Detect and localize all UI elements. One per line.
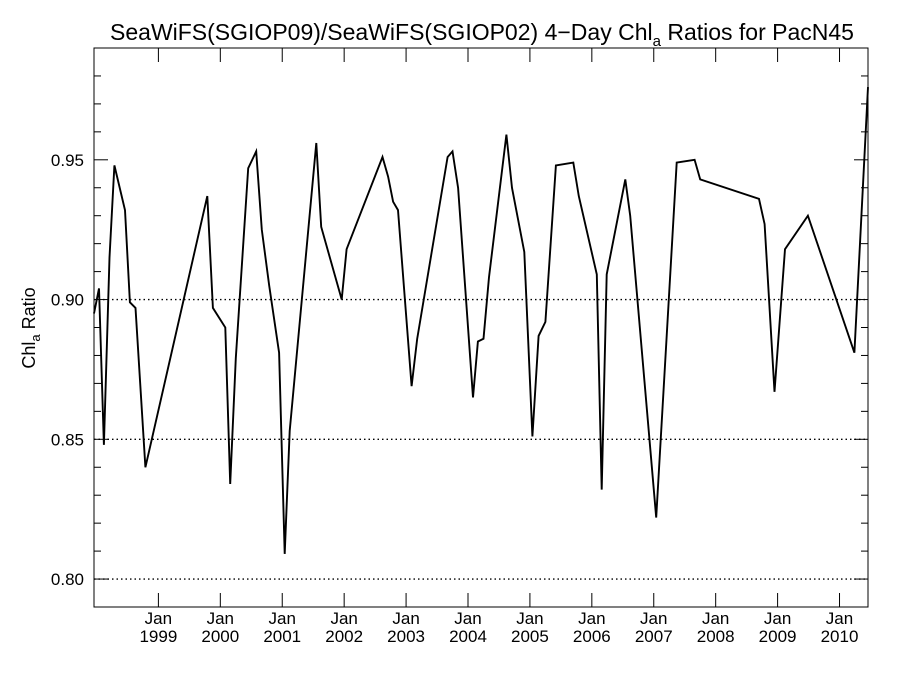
- gridlines: [94, 298, 868, 580]
- x-tick-year-label: 2009: [759, 627, 797, 646]
- chart-title: SeaWiFS(SGIOP09)/SeaWiFS(SGIOP02) 4−Day …: [110, 19, 854, 50]
- y-axis-label: Chla Ratio: [19, 287, 43, 368]
- y-tick-label: 0.90: [51, 291, 84, 310]
- series-line: [93, 87, 869, 554]
- x-tick-year-label: 2001: [263, 627, 301, 646]
- x-tick-month-label: Jan: [578, 609, 605, 628]
- x-tick-month-label: Jan: [640, 609, 667, 628]
- x-tick-labels: Jan1999Jan2000Jan2001Jan2002Jan2003Jan20…: [139, 609, 858, 646]
- x-tick-year-label: 2008: [697, 627, 735, 646]
- x-tick-month-label: Jan: [516, 609, 543, 628]
- x-tick-year-label: 1999: [139, 627, 177, 646]
- x-tick-year-label: 2005: [511, 627, 549, 646]
- x-tick-year-label: 2007: [635, 627, 673, 646]
- x-tick-month-label: Jan: [764, 609, 791, 628]
- x-tick-year-label: 2003: [387, 627, 425, 646]
- x-tick-year-label: 2004: [449, 627, 487, 646]
- x-tick-month-label: Jan: [392, 609, 419, 628]
- x-tick-year-label: 2006: [573, 627, 611, 646]
- y-tick-label: 0.85: [51, 430, 84, 449]
- y-tick-labels: 0.80 0.85 0.90 0.95: [51, 151, 84, 589]
- y-tick-label: 0.95: [51, 151, 84, 170]
- chart-title-tail: Ratios for PacN45: [661, 19, 854, 45]
- x-tick-month-label: Jan: [330, 609, 357, 628]
- x-tick-month-label: Jan: [702, 609, 729, 628]
- chart-title-subscript: a: [653, 33, 662, 50]
- x-tick-month-label: Jan: [826, 609, 853, 628]
- chart-title-main: SeaWiFS(SGIOP09)/SeaWiFS(SGIOP02) 4−Day …: [110, 19, 653, 45]
- x-tick-month-label: Jan: [269, 609, 296, 628]
- plot-frame: [93, 47, 869, 608]
- series-lines: [93, 87, 869, 554]
- y-axis-label-main: Chl: [19, 342, 39, 369]
- y-axis-label-tail: Ratio: [19, 287, 39, 334]
- x-tick-year-label: 2002: [325, 627, 363, 646]
- x-tick-month-label: Jan: [145, 609, 172, 628]
- x-tick-year-label: 2010: [821, 627, 859, 646]
- x-tick-month-label: Jan: [207, 609, 234, 628]
- x-tick-month-label: Jan: [454, 609, 481, 628]
- axis-ticks: [94, 48, 868, 607]
- x-tick-year-label: 2000: [201, 627, 239, 646]
- y-axis-label-subscript: a: [28, 334, 43, 342]
- y-tick-label: 0.80: [51, 570, 84, 589]
